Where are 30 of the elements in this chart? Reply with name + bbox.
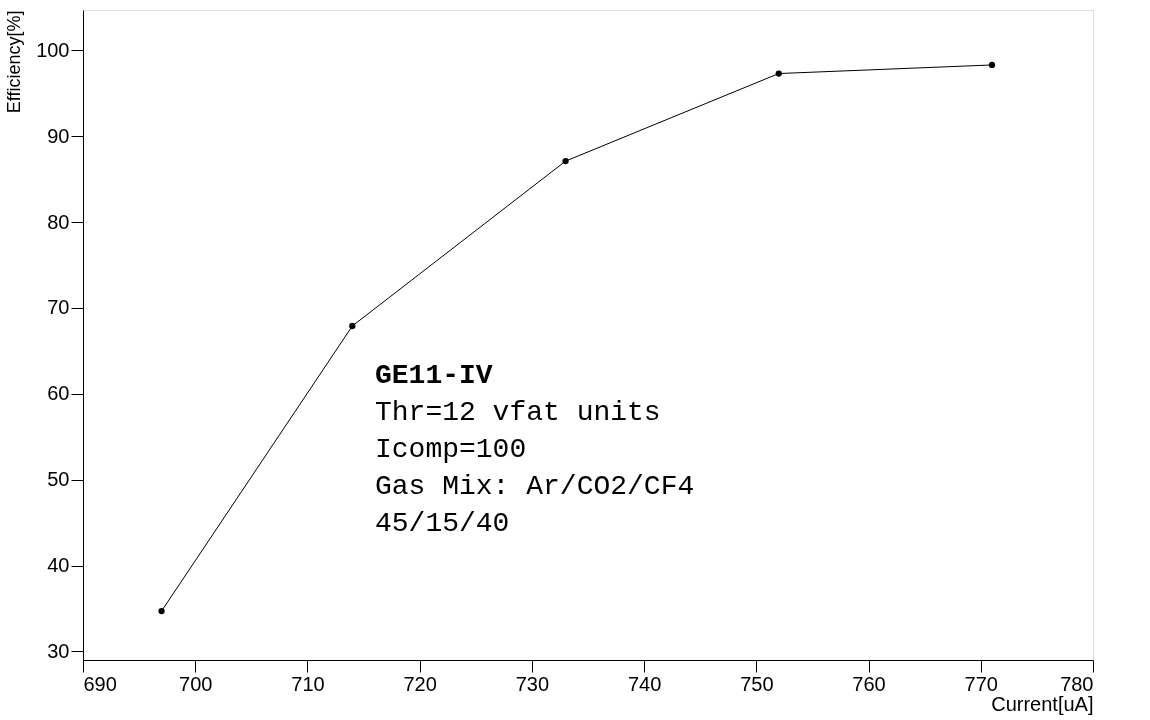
annotation: GE11-IV: [375, 360, 493, 391]
x-tick-label: 780: [1060, 672, 1094, 695]
x-tick-label: 770: [964, 672, 998, 695]
x-axis-title: Current[uA]: [991, 692, 1094, 715]
x-tick-label: 740: [627, 672, 662, 695]
point: [349, 322, 356, 330]
annotation: Icomp=100: [375, 434, 527, 465]
y-tick-label: 60: [47, 382, 70, 405]
x-tick-label: 720: [403, 672, 437, 695]
y-tick-label: 100: [36, 38, 70, 61]
point: [775, 70, 782, 77]
annotation: Gas Mix: Ar/CO2/CF4: [375, 471, 695, 502]
x-tick-label: 760: [852, 672, 886, 695]
x-tick-label: 750: [740, 672, 774, 695]
annotation: Thr=12 vfat units: [375, 397, 661, 428]
x-tick-label: 710: [291, 672, 325, 695]
y-axis-title: Efficiency[%]: [4, 10, 25, 114]
y-tick-label: 80: [47, 210, 70, 233]
x-tick-label: 700: [179, 672, 213, 695]
y-tick-label: 50: [47, 468, 70, 491]
point: [562, 157, 569, 165]
point: [158, 607, 165, 615]
point: [988, 61, 996, 69]
x-tick-label: 730: [515, 672, 550, 695]
annotation: 45/15/40: [375, 508, 510, 539]
y-tick-label: 30: [47, 639, 70, 662]
y-tick-label: 70: [47, 296, 70, 319]
y-tick-label: 90: [47, 124, 70, 147]
x-tick-label: 690: [83, 672, 117, 695]
y-tick-label: 40: [47, 554, 70, 577]
